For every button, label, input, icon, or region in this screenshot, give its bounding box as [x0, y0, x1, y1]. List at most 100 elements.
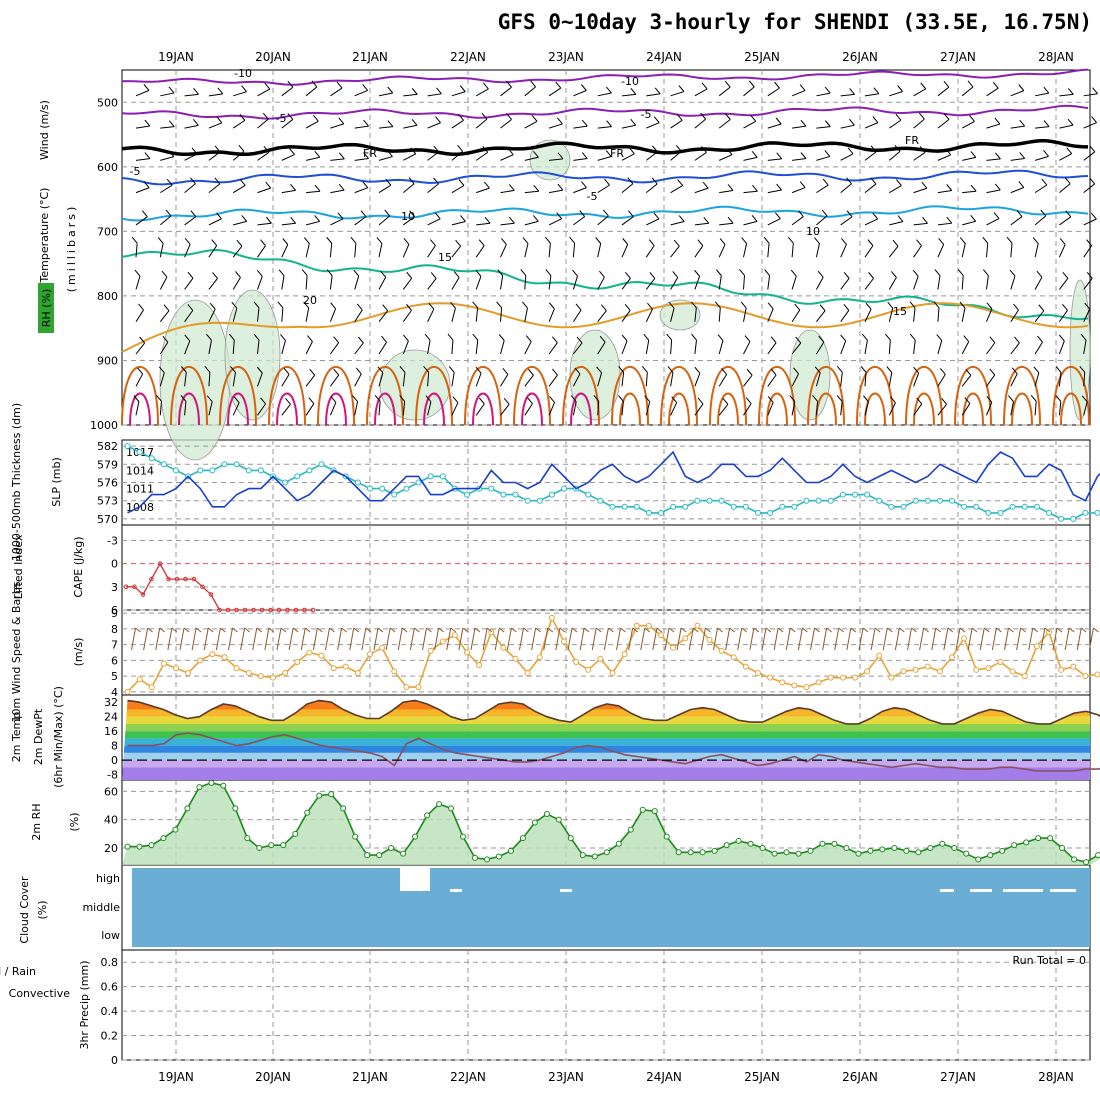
surface-wind-barb	[361, 627, 367, 651]
temperature-contour	[121, 104, 1089, 120]
wind-barb	[451, 372, 455, 387]
wind-barb	[675, 145, 682, 152]
temp-band	[122, 731, 1090, 739]
thickness-line-point	[718, 497, 725, 504]
wind-barb	[994, 117, 1001, 125]
wind-barb	[938, 238, 945, 245]
wind-barb	[180, 395, 187, 402]
wind-barb	[821, 209, 828, 217]
surface-wind-barb	[725, 627, 731, 651]
wind-barb	[889, 185, 902, 194]
wind-barb	[1038, 304, 1045, 312]
wind-barb	[890, 396, 896, 404]
wind-barb	[475, 88, 489, 97]
wind-barb	[816, 310, 826, 323]
wind-barb	[239, 114, 246, 121]
surface-wind-barb	[171, 627, 178, 633]
wind-barb	[387, 120, 394, 127]
rh-line-point	[603, 849, 610, 856]
wind-barb	[378, 215, 391, 226]
surface-wind-barb	[616, 627, 621, 651]
wind-barb	[573, 216, 585, 226]
temperature-contour	[1011, 392, 1033, 426]
rh-line-point	[220, 782, 227, 789]
surface-wind-barb	[450, 627, 457, 633]
wind-barb	[216, 212, 222, 220]
wind-barb	[986, 402, 993, 416]
wind-barb	[460, 215, 466, 222]
temperature-contour	[415, 365, 453, 426]
wind-barb	[864, 93, 879, 97]
wind-barb	[913, 222, 928, 226]
wind-barb	[569, 236, 575, 244]
surface-wind-barb	[434, 627, 440, 651]
surface-wind-barb	[1020, 627, 1026, 633]
tick-label: 20	[104, 842, 118, 855]
cloud-cover-bar	[132, 868, 1090, 947]
wind-barb	[817, 270, 824, 278]
thickness-line-point	[742, 503, 749, 510]
contour-label: FR	[610, 147, 624, 160]
wind-speed-line-point	[779, 679, 786, 686]
temperature-contour	[660, 365, 698, 426]
wind-barb	[868, 272, 874, 279]
rh-line-point	[412, 833, 419, 840]
surface-wind-barb	[474, 627, 481, 633]
rh-line-point	[292, 830, 299, 837]
thickness-line-point	[427, 473, 434, 480]
wind-barb	[1034, 401, 1037, 416]
wind-barb	[410, 147, 417, 155]
wind-barb	[458, 179, 465, 186]
wind-barb	[385, 178, 392, 186]
wind-barb	[961, 86, 974, 97]
wind-barb	[791, 243, 794, 258]
wind-barb	[208, 372, 211, 387]
wind-barb	[604, 178, 610, 186]
wind-barb	[937, 404, 947, 416]
surface-wind-barb	[907, 627, 912, 651]
wind-barb	[743, 341, 751, 355]
wind-barb	[408, 177, 415, 185]
thickness-line-point	[961, 503, 968, 510]
wind-barb	[402, 401, 406, 416]
wind-barb	[651, 177, 658, 185]
rh-line-point	[448, 805, 455, 812]
surface-wind-barb	[385, 627, 391, 651]
wind-barb	[281, 340, 286, 355]
wind-barb	[1010, 187, 1024, 194]
temperature-contour	[121, 248, 1089, 321]
wind-barb	[718, 307, 721, 322]
thickness-line-point	[500, 491, 507, 498]
surface-wind-barb	[143, 627, 149, 651]
wind-barb	[184, 340, 191, 355]
wind-barb	[743, 86, 755, 97]
wind-barb	[143, 84, 150, 91]
wind-barb	[522, 301, 528, 309]
wind-barb	[622, 238, 629, 245]
surface-wind-barb	[571, 627, 578, 633]
wind-barb	[864, 308, 872, 322]
surface-wind-barb	[765, 627, 772, 633]
wind-barb	[691, 333, 697, 341]
wind-barb	[548, 308, 555, 322]
wind-barb	[376, 237, 383, 244]
wind-barb	[961, 374, 972, 387]
wind-barb	[135, 309, 144, 322]
wind-barb	[1010, 157, 1025, 161]
wind-barb	[800, 119, 807, 127]
wind-barb	[165, 209, 172, 217]
wind-barb	[864, 218, 878, 226]
temp-band	[122, 700, 1090, 703]
wind-barb	[722, 398, 729, 405]
wind-barb	[1032, 237, 1039, 244]
surface-wind-barb	[1044, 627, 1051, 633]
wind-barb	[961, 341, 970, 355]
wind-barb	[133, 395, 140, 402]
wind-barb	[750, 115, 757, 122]
thickness-line-point	[379, 485, 386, 492]
wind-barb	[643, 333, 650, 341]
wind-barb	[1010, 373, 1018, 387]
wind-barb	[751, 215, 758, 222]
wind-barb	[326, 269, 333, 276]
wind-barb	[500, 238, 507, 245]
